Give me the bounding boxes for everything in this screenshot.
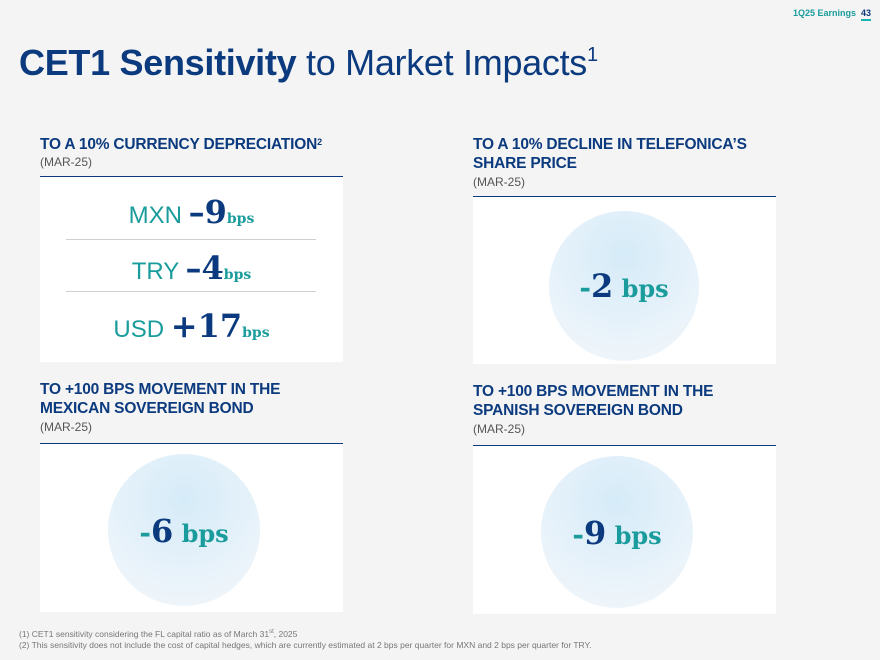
- currency-unit: bps: [226, 211, 255, 227]
- footnote-1-text: (1) CET1 sensitivity considering the FL …: [19, 628, 270, 639]
- currency-unit: bps: [223, 267, 252, 283]
- telefonica-title-line1: TO A 10% DECLINE IN TELEFONICA’S: [473, 136, 747, 153]
- currency-title-text: TO A 10% CURRENCY DEPRECIATION: [40, 136, 318, 153]
- sensitivity-unit: bps: [606, 521, 662, 550]
- telefonica-title-line2: SHARE PRICE: [473, 155, 577, 172]
- mexican-bond-subtitle: (MAR-25): [40, 420, 93, 434]
- sensitivity-sign: -: [572, 518, 584, 551]
- spanish-bond-panel: -9 bps: [473, 446, 776, 614]
- page-header: 1Q25 Earnings 43: [792, 8, 871, 21]
- telefonica-section-title: TO A 10% DECLINE IN TELEFONICA’S SHARE P…: [473, 135, 747, 173]
- report-label: 1Q25 Earnings: [792, 8, 856, 18]
- mexican-bond-section-title: TO +100 BPS MOVEMENT IN THE MEXICAN SOVE…: [40, 380, 280, 418]
- page-title-bold: CET1 Sensitivity: [19, 42, 297, 83]
- currency-unit: bps: [242, 325, 270, 341]
- footnotes: (1) CET1 sensitivity considering the FL …: [19, 627, 591, 651]
- footnote-1-year: , 2025: [273, 628, 298, 639]
- page-title: CET1 Sensitivity to Market Impacts1: [19, 42, 598, 84]
- spanish-bond-title-line2: SPANISH SOVEREIGN BOND: [473, 402, 683, 419]
- sensitivity-unit: bps: [613, 274, 669, 303]
- sensitivity-value: 9: [583, 514, 607, 552]
- currency-row-try: TRY –4bps: [40, 249, 343, 287]
- currency-code: TRY: [131, 258, 186, 285]
- footnote-1-ordinal: st: [269, 629, 274, 635]
- telefonica-rule: [473, 196, 776, 197]
- spanish-bond-title-line1: TO +100 BPS MOVEMENT IN THE: [473, 383, 714, 400]
- currency-subtitle: (MAR-25): [40, 155, 93, 169]
- currency-value: +17: [170, 307, 243, 345]
- mexican-bond-bubble: [108, 454, 260, 606]
- currency-footnote-ref: 2: [317, 137, 322, 147]
- currency-code: MXN: [128, 202, 189, 229]
- page-title-footnote-ref: 1: [586, 44, 598, 66]
- sensitivity-unit: bps: [173, 519, 229, 548]
- currency-panel: MXN –9bps TRY –4bps USD +17bps: [40, 177, 343, 362]
- currency-value: –9: [188, 193, 227, 231]
- telefonica-sensitivity: -2 bps: [549, 267, 699, 305]
- row-divider: [66, 291, 316, 292]
- currency-code: USD: [113, 316, 171, 343]
- spanish-bond-bubble: [541, 456, 693, 608]
- mexican-bond-title-line1: TO +100 BPS MOVEMENT IN THE: [40, 381, 281, 398]
- sensitivity-value: 6: [150, 512, 174, 550]
- footnote-2: (2) This sensitivity does not include th…: [19, 639, 592, 650]
- telefonica-bubble: [549, 211, 699, 361]
- row-divider: [66, 239, 316, 240]
- spanish-bond-sensitivity: -9 bps: [541, 514, 693, 552]
- page-number: 43: [860, 8, 871, 21]
- currency-section-title: TO A 10% CURRENCY DEPRECIATION2: [40, 135, 322, 154]
- mexican-bond-title-line2: MEXICAN SOVEREIGN BOND: [40, 400, 254, 417]
- spanish-bond-rule: [473, 445, 776, 446]
- currency-row-mxn: MXN –9bps: [40, 193, 343, 231]
- page-title-rest: to Market Impacts: [296, 42, 587, 83]
- mexican-bond-sensitivity: -6 bps: [108, 512, 260, 550]
- mexican-bond-rule: [40, 443, 343, 444]
- currency-rule: [40, 176, 343, 177]
- telefonica-subtitle: (MAR-25): [473, 175, 526, 189]
- sensitivity-sign: -: [139, 516, 151, 549]
- currency-value: –4: [185, 249, 224, 287]
- sensitivity-sign: -: [579, 271, 591, 304]
- telefonica-panel: -2 bps: [473, 197, 776, 364]
- footnote-1: (1) CET1 sensitivity considering the FL …: [19, 627, 591, 640]
- mexican-bond-panel: -6 bps: [40, 444, 343, 612]
- spanish-bond-section-title: TO +100 BPS MOVEMENT IN THE SPANISH SOVE…: [473, 382, 713, 420]
- currency-row-usd: USD +17bps: [40, 307, 343, 345]
- spanish-bond-subtitle: (MAR-25): [473, 422, 526, 436]
- sensitivity-value: 2: [590, 267, 614, 305]
